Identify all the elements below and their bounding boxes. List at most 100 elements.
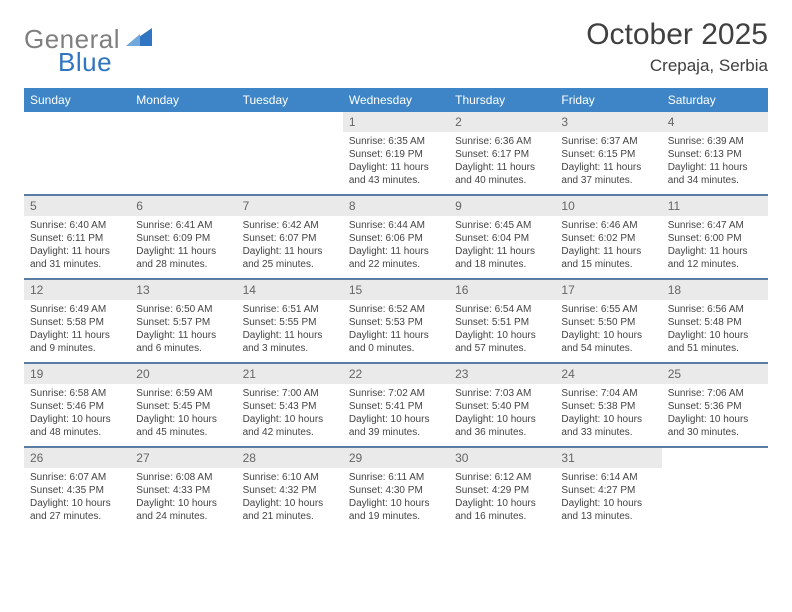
daylight-text: Daylight: 11 hours and 43 minutes.: [349, 161, 443, 187]
sunrise-text: Sunrise: 6:47 AM: [668, 219, 762, 232]
calendar-cell: 28Sunrise: 6:10 AMSunset: 4:32 PMDayligh…: [237, 447, 343, 530]
daylight-text: Daylight: 10 hours and 13 minutes.: [561, 497, 655, 523]
calendar-cell: 29Sunrise: 6:11 AMSunset: 4:30 PMDayligh…: [343, 447, 449, 530]
cell-body: Sunrise: 6:39 AMSunset: 6:13 PMDaylight:…: [662, 132, 768, 189]
day-number: 18: [662, 280, 768, 300]
sunset-text: Sunset: 6:19 PM: [349, 148, 443, 161]
sunset-text: Sunset: 5:55 PM: [243, 316, 337, 329]
sunset-text: Sunset: 5:38 PM: [561, 400, 655, 413]
calendar-cell: 11Sunrise: 6:47 AMSunset: 6:00 PMDayligh…: [662, 195, 768, 279]
sunset-text: Sunset: 6:09 PM: [136, 232, 230, 245]
day-number: 24: [555, 364, 661, 384]
daylight-text: Daylight: 11 hours and 28 minutes.: [136, 245, 230, 271]
day-number: 23: [449, 364, 555, 384]
calendar-cell: [662, 447, 768, 530]
day-header: Tuesday: [237, 88, 343, 112]
calendar-week-row: 12Sunrise: 6:49 AMSunset: 5:58 PMDayligh…: [24, 279, 768, 363]
day-number: 31: [555, 448, 661, 468]
day-number: 11: [662, 196, 768, 216]
cell-body: Sunrise: 6:14 AMSunset: 4:27 PMDaylight:…: [555, 468, 661, 525]
day-header: Saturday: [662, 88, 768, 112]
calendar-week-row: 19Sunrise: 6:58 AMSunset: 5:46 PMDayligh…: [24, 363, 768, 447]
day-number: 7: [237, 196, 343, 216]
calendar-cell: 19Sunrise: 6:58 AMSunset: 5:46 PMDayligh…: [24, 363, 130, 447]
calendar-cell: 24Sunrise: 7:04 AMSunset: 5:38 PMDayligh…: [555, 363, 661, 447]
daylight-text: Daylight: 11 hours and 25 minutes.: [243, 245, 337, 271]
cell-body: Sunrise: 6:42 AMSunset: 6:07 PMDaylight:…: [237, 216, 343, 273]
daylight-text: Daylight: 10 hours and 33 minutes.: [561, 413, 655, 439]
calendar-week-row: 5Sunrise: 6:40 AMSunset: 6:11 PMDaylight…: [24, 195, 768, 279]
cell-body: Sunrise: 7:03 AMSunset: 5:40 PMDaylight:…: [449, 384, 555, 441]
sunset-text: Sunset: 6:17 PM: [455, 148, 549, 161]
sunset-text: Sunset: 5:45 PM: [136, 400, 230, 413]
cell-body: Sunrise: 6:56 AMSunset: 5:48 PMDaylight:…: [662, 300, 768, 357]
sunset-text: Sunset: 6:00 PM: [668, 232, 762, 245]
daylight-text: Daylight: 10 hours and 27 minutes.: [30, 497, 124, 523]
daylight-text: Daylight: 11 hours and 34 minutes.: [668, 161, 762, 187]
day-number: 28: [237, 448, 343, 468]
cell-body: Sunrise: 6:12 AMSunset: 4:29 PMDaylight:…: [449, 468, 555, 525]
cell-body: Sunrise: 6:45 AMSunset: 6:04 PMDaylight:…: [449, 216, 555, 273]
day-number: 2: [449, 112, 555, 132]
daylight-text: Daylight: 10 hours and 42 minutes.: [243, 413, 337, 439]
day-number: 26: [24, 448, 130, 468]
sunrise-text: Sunrise: 6:45 AM: [455, 219, 549, 232]
sunrise-text: Sunrise: 7:06 AM: [668, 387, 762, 400]
calendar-cell: [237, 112, 343, 195]
sunrise-text: Sunrise: 6:40 AM: [30, 219, 124, 232]
day-header: Sunday: [24, 88, 130, 112]
calendar-cell: 18Sunrise: 6:56 AMSunset: 5:48 PMDayligh…: [662, 279, 768, 363]
sunset-text: Sunset: 6:13 PM: [668, 148, 762, 161]
daylight-text: Daylight: 11 hours and 3 minutes.: [243, 329, 337, 355]
day-number: 20: [130, 364, 236, 384]
daylight-text: Daylight: 10 hours and 57 minutes.: [455, 329, 549, 355]
sunrise-text: Sunrise: 6:39 AM: [668, 135, 762, 148]
sunrise-text: Sunrise: 6:49 AM: [30, 303, 124, 316]
cell-body: Sunrise: 7:06 AMSunset: 5:36 PMDaylight:…: [662, 384, 768, 441]
cell-body: Sunrise: 6:47 AMSunset: 6:00 PMDaylight:…: [662, 216, 768, 273]
sunrise-text: Sunrise: 6:44 AM: [349, 219, 443, 232]
sunrise-text: Sunrise: 6:12 AM: [455, 471, 549, 484]
daylight-text: Daylight: 10 hours and 54 minutes.: [561, 329, 655, 355]
sunrise-text: Sunrise: 6:37 AM: [561, 135, 655, 148]
sunset-text: Sunset: 4:33 PM: [136, 484, 230, 497]
cell-body: Sunrise: 6:59 AMSunset: 5:45 PMDaylight:…: [130, 384, 236, 441]
calendar-cell: 2Sunrise: 6:36 AMSunset: 6:17 PMDaylight…: [449, 112, 555, 195]
sunrise-text: Sunrise: 6:14 AM: [561, 471, 655, 484]
calendar-cell: 23Sunrise: 7:03 AMSunset: 5:40 PMDayligh…: [449, 363, 555, 447]
day-number: 19: [24, 364, 130, 384]
daylight-text: Daylight: 11 hours and 31 minutes.: [30, 245, 124, 271]
sunrise-text: Sunrise: 6:08 AM: [136, 471, 230, 484]
sunset-text: Sunset: 6:07 PM: [243, 232, 337, 245]
day-number: 13: [130, 280, 236, 300]
calendar-cell: 26Sunrise: 6:07 AMSunset: 4:35 PMDayligh…: [24, 447, 130, 530]
sunrise-text: Sunrise: 6:50 AM: [136, 303, 230, 316]
calendar-cell: 3Sunrise: 6:37 AMSunset: 6:15 PMDaylight…: [555, 112, 661, 195]
daylight-text: Daylight: 10 hours and 30 minutes.: [668, 413, 762, 439]
sunrise-text: Sunrise: 6:54 AM: [455, 303, 549, 316]
calendar-tbody: 1Sunrise: 6:35 AMSunset: 6:19 PMDaylight…: [24, 112, 768, 530]
calendar-cell: 1Sunrise: 6:35 AMSunset: 6:19 PMDaylight…: [343, 112, 449, 195]
day-header: Thursday: [449, 88, 555, 112]
calendar-cell: 10Sunrise: 6:46 AMSunset: 6:02 PMDayligh…: [555, 195, 661, 279]
day-number: 12: [24, 280, 130, 300]
cell-body: Sunrise: 6:55 AMSunset: 5:50 PMDaylight:…: [555, 300, 661, 357]
day-number: 22: [343, 364, 449, 384]
sunrise-text: Sunrise: 6:41 AM: [136, 219, 230, 232]
day-number: 3: [555, 112, 661, 132]
sunset-text: Sunset: 4:30 PM: [349, 484, 443, 497]
sunset-text: Sunset: 5:51 PM: [455, 316, 549, 329]
day-number: 14: [237, 280, 343, 300]
sunrise-text: Sunrise: 6:56 AM: [668, 303, 762, 316]
sunrise-text: Sunrise: 6:10 AM: [243, 471, 337, 484]
sunset-text: Sunset: 5:40 PM: [455, 400, 549, 413]
calendar-cell: 6Sunrise: 6:41 AMSunset: 6:09 PMDaylight…: [130, 195, 236, 279]
cell-body: Sunrise: 6:40 AMSunset: 6:11 PMDaylight:…: [24, 216, 130, 273]
cell-body: Sunrise: 6:51 AMSunset: 5:55 PMDaylight:…: [237, 300, 343, 357]
daylight-text: Daylight: 11 hours and 6 minutes.: [136, 329, 230, 355]
daylight-text: Daylight: 11 hours and 22 minutes.: [349, 245, 443, 271]
calendar-cell: 21Sunrise: 7:00 AMSunset: 5:43 PMDayligh…: [237, 363, 343, 447]
cell-body: Sunrise: 6:10 AMSunset: 4:32 PMDaylight:…: [237, 468, 343, 525]
sunrise-text: Sunrise: 6:51 AM: [243, 303, 337, 316]
sunset-text: Sunset: 5:41 PM: [349, 400, 443, 413]
